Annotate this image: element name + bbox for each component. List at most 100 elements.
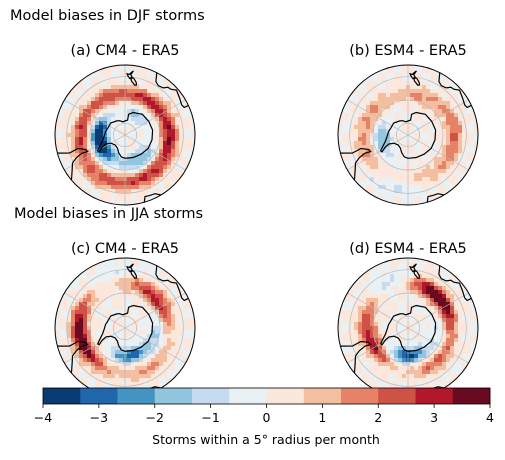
- bias-cell: [426, 165, 431, 170]
- bias-cell: [143, 89, 148, 94]
- bias-cell: [402, 77, 407, 82]
- bias-cell: [107, 129, 112, 134]
- bias-cell: [163, 165, 168, 170]
- bias-cell: [191, 133, 195, 138]
- bias-cell: [127, 81, 132, 86]
- bias-cell: [454, 314, 459, 319]
- bias-cell: [131, 378, 136, 383]
- bias-cell: [422, 330, 427, 335]
- bias-cell: [370, 286, 375, 291]
- bias-cell: [63, 310, 68, 315]
- bias-cell: [402, 378, 407, 383]
- bias-cell: [442, 330, 447, 335]
- bias-cell: [103, 133, 108, 138]
- bias-cell: [410, 334, 415, 339]
- bias-cell: [362, 113, 367, 118]
- bias-cell: [446, 93, 451, 98]
- bias-cell: [135, 185, 140, 190]
- bias-cell: [91, 306, 96, 311]
- bias-cell: [402, 65, 407, 70]
- bias-cell: [414, 310, 419, 315]
- bias-cell: [370, 366, 375, 371]
- bias-cell: [99, 326, 104, 331]
- bias-cell: [378, 85, 383, 90]
- bias-cell: [163, 330, 168, 335]
- bias-cell: [374, 306, 379, 311]
- bias-cell: [83, 294, 88, 299]
- bias-cell: [127, 278, 132, 283]
- bias-cell: [175, 290, 180, 295]
- bias-cell: [71, 141, 76, 146]
- bias-cell: [410, 201, 415, 205]
- bias-cell: [466, 161, 471, 166]
- bias-cell: [119, 85, 124, 90]
- bias-cell: [115, 133, 120, 138]
- bias-cell: [458, 101, 463, 106]
- bias-cell: [139, 302, 144, 307]
- bias-cell: [346, 125, 351, 130]
- bias-cell: [83, 189, 88, 194]
- bias-cell: [402, 314, 407, 319]
- bias-cell: [147, 113, 152, 118]
- bias-cell: [83, 314, 88, 319]
- bias-cell: [418, 185, 423, 190]
- bias-cell: [358, 169, 363, 174]
- bias-cell: [99, 73, 104, 78]
- bias-cell: [147, 370, 152, 375]
- bias-cell: [139, 169, 144, 174]
- bias-cell: [127, 306, 132, 311]
- bias-cell: [155, 282, 160, 287]
- bias-cell: [422, 113, 427, 118]
- bias-cell: [175, 358, 180, 363]
- bias-cell: [159, 153, 164, 158]
- bias-cell: [366, 105, 371, 110]
- bias-cell: [366, 173, 371, 178]
- bias-cell: [67, 306, 72, 311]
- bias-cell: [183, 318, 188, 323]
- bias-cell: [111, 85, 116, 90]
- bias-cell: [119, 125, 124, 130]
- bias-cell: [378, 121, 383, 126]
- bias-cell: [350, 350, 355, 355]
- bias-cell: [91, 350, 96, 355]
- bias-cell: [338, 314, 343, 319]
- bias-cell: [410, 105, 415, 110]
- bias-cell: [422, 334, 427, 339]
- bias-cell: [418, 181, 423, 186]
- bias-cell: [362, 101, 367, 106]
- bias-cell: [131, 370, 136, 375]
- bias-cell: [83, 354, 88, 359]
- bias-cell: [163, 89, 168, 94]
- bias-cell: [127, 193, 132, 198]
- bias-cell: [143, 177, 148, 182]
- bias-cell: [398, 342, 403, 347]
- bias-cell: [438, 270, 443, 275]
- bias-cell: [95, 334, 100, 339]
- bias-cell: [67, 322, 72, 327]
- bias-cell: [458, 173, 463, 178]
- bias-cell: [462, 302, 467, 307]
- bias-cell: [71, 173, 76, 178]
- bias-cell: [111, 290, 116, 295]
- bias-cell: [135, 358, 140, 363]
- bias-cell: [390, 165, 395, 170]
- bias-cell: [175, 286, 180, 291]
- bias-cell: [438, 169, 443, 174]
- bias-cell: [187, 117, 192, 122]
- bias-cell: [175, 133, 180, 138]
- bias-cell: [127, 125, 132, 130]
- bias-cell: [410, 129, 415, 134]
- bias-cell: [171, 346, 176, 351]
- bias-cell: [338, 310, 343, 315]
- bias-cell: [99, 173, 104, 178]
- bias-cell: [438, 121, 443, 126]
- bias-cell: [430, 105, 435, 110]
- bias-cell: [446, 330, 451, 335]
- bias-cell: [466, 165, 471, 170]
- bias-cell: [466, 137, 471, 142]
- bias-cell: [386, 77, 391, 82]
- bias-cell: [75, 125, 80, 130]
- bias-cell: [374, 161, 379, 166]
- bias-cell: [187, 334, 192, 339]
- bias-cell: [358, 121, 363, 126]
